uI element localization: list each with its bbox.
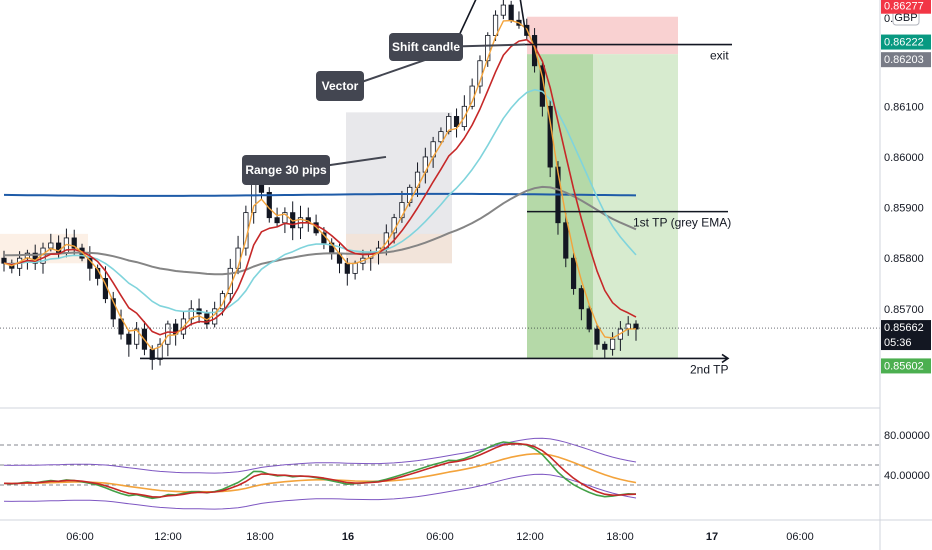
- osc-upper-band: [3, 437, 637, 474]
- candle-body: [578, 288, 584, 310]
- price-tag: [881, 0, 931, 14]
- shift-trendline: [451, 0, 527, 51]
- candle-body: [453, 116, 460, 127]
- candle-body: [126, 333, 132, 345]
- price-tag-value: 0.85602: [884, 360, 924, 372]
- orange-ema: [3, 19, 637, 351]
- candle-body: [500, 4, 506, 16]
- time-tick-label: 16: [342, 531, 354, 543]
- candle-body: [134, 328, 140, 345]
- candle-body: [110, 298, 116, 320]
- vector-callout: Vector: [316, 49, 453, 101]
- price-tick-label: 0.85700: [884, 304, 924, 316]
- price-tick-label-top: 0.: [884, 13, 893, 25]
- osc-red-line: [3, 443, 637, 498]
- price-tag-value: 0.86277: [884, 1, 924, 13]
- candle-body: [594, 328, 600, 345]
- take-profit-zone: [593, 54, 678, 359]
- grey-ema: [3, 185, 637, 276]
- candle-body: [570, 257, 577, 289]
- candle-body: [157, 343, 163, 360]
- range-callout: Range 30 pips: [242, 155, 387, 185]
- time-tick-label: 12:00: [516, 531, 544, 543]
- candle-body: [48, 242, 54, 249]
- candle-body: [344, 262, 350, 274]
- price-tag: [881, 34, 931, 50]
- callout-label: Shift candle: [392, 40, 460, 54]
- osc-tick-label: 80.00000: [884, 430, 930, 442]
- candle-body: [485, 35, 491, 62]
- candle-body: [609, 338, 616, 350]
- candle-body: [71, 237, 77, 249]
- candle-body: [633, 323, 639, 330]
- candle-body: [602, 343, 608, 350]
- osc-lower-band: [3, 473, 637, 510]
- candle-body: [56, 242, 62, 254]
- candle-body: [165, 323, 171, 345]
- price-tag: [881, 320, 931, 351]
- osc-tick-label: 40.00000: [884, 470, 930, 482]
- time-tick-label: 18:00: [606, 531, 634, 543]
- candle-body: [399, 202, 405, 219]
- callout-label: Range 30 pips: [245, 163, 327, 177]
- candle-body: [563, 222, 569, 259]
- price-tick-label: 0.86000: [884, 152, 924, 164]
- time-tick-label: 06:00: [786, 531, 814, 543]
- candle-body: [219, 293, 226, 310]
- time-axis: 06:00 12:00 18:00 16 06:00 12:00 18:00 17 06:00: [0, 519, 932, 543]
- red-ema: [3, 38, 637, 336]
- price-tag-countdown: 05:36: [884, 337, 912, 349]
- price-tick-label: 0.85900: [884, 203, 924, 215]
- stop-loss-zone: [527, 16, 678, 55]
- candle-body: [1, 257, 7, 264]
- time-tick-label: 17: [706, 531, 718, 543]
- time-tick-label: 06:00: [426, 531, 454, 543]
- price-tag: [881, 52, 931, 68]
- callout-box: [242, 155, 330, 185]
- price-tag-value: 0.86222: [884, 37, 924, 49]
- callout-pointer: [349, 49, 453, 87]
- price-axis[interactable]: 0.85700 0.85800 0.85900 0.86000 0.86100 0. GBP…: [879, 0, 931, 550]
- main-price-pane[interactable]: exit 1st TP (grey EMA) 2nd TP Shift candle V…: [0, 0, 880, 409]
- candle-body: [352, 262, 358, 274]
- second-tp-arrowhead: [721, 353, 730, 364]
- price-tick-label: 0.86100: [884, 101, 924, 113]
- callout-box: [316, 71, 364, 101]
- candle-body: [586, 308, 592, 330]
- callout-label: Vector: [322, 79, 359, 93]
- second-tp-line-label: 2nd TP: [690, 362, 728, 376]
- candle-body: [438, 131, 444, 143]
- price-tag-value: 0.86203: [884, 54, 924, 66]
- time-tick-label: 06:00: [66, 531, 94, 543]
- candle-body: [508, 4, 514, 21]
- time-tick-label: 18:00: [246, 531, 274, 543]
- candle-body: [274, 217, 280, 224]
- teal-ma: [3, 88, 637, 314]
- first-tp-line-label: 1st TP (grey EMA): [633, 216, 731, 230]
- oscillator-pane[interactable]: 80.00000 40.00000: [0, 410, 930, 520]
- price-tag-value: 0.85662: [884, 322, 924, 334]
- exit-line-label: exit: [710, 49, 729, 63]
- price-tick-label: 0.85800: [884, 253, 924, 265]
- currency-label: GBP: [894, 12, 917, 24]
- osc-orange-signal: [3, 453, 637, 493]
- time-tick-label: 12:00: [154, 531, 182, 543]
- price-tag: [881, 358, 931, 374]
- osc-green-line: [3, 441, 637, 500]
- blue-long-ma: [3, 192, 637, 197]
- candle-body: [212, 308, 218, 325]
- candle-body: [188, 308, 194, 320]
